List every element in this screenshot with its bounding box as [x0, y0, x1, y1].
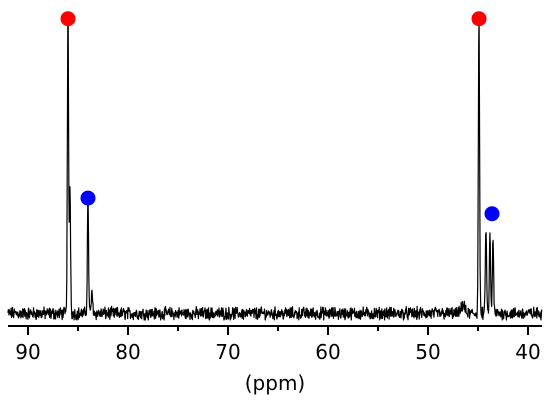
- x-tick-label-80: 80: [115, 340, 140, 364]
- x-axis-label: (ppm): [245, 371, 305, 395]
- x-axis: 90 80 70 60 50 40: [8, 325, 542, 364]
- red-peak-marker-2: [471, 11, 487, 27]
- spectrum-trace-group: [7, 17, 543, 321]
- spectrum-line-0: [7, 17, 543, 321]
- x-tick-label-40: 40: [515, 340, 540, 364]
- x-tick-label-70: 70: [215, 340, 240, 364]
- red-peak-marker-0: [60, 11, 76, 27]
- x-tick-label-50: 50: [415, 340, 440, 364]
- blue-peak-marker-3: [484, 206, 500, 222]
- peak-markers-group: [60, 11, 500, 222]
- x-tick-label-90: 90: [15, 340, 40, 364]
- x-tick-label-60: 60: [315, 340, 340, 364]
- blue-peak-marker-1: [80, 190, 96, 206]
